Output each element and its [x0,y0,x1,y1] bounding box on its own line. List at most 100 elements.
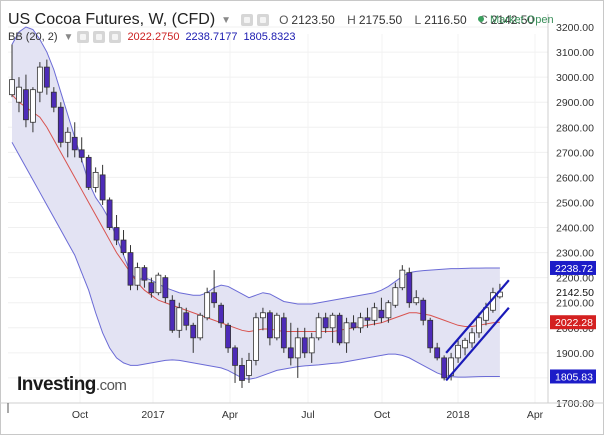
y-tick-label: 2900.00 [556,97,594,109]
candle-bull [476,317,482,334]
candle-bull [315,317,322,339]
price-marker-label: 2238.72 [555,263,593,275]
investing-logo: Investing.com [17,374,127,396]
bb-lower-value: 1805.8323 [243,31,296,43]
logo-name: Investing [17,374,96,395]
candle-bear [162,277,169,299]
candle-bull [197,314,204,339]
candle-bear [190,324,197,339]
candles [9,44,503,388]
candle-bear [71,136,78,151]
y-tick-label: 2200.00 [556,273,594,285]
candle-bear [225,324,231,349]
candle-bear [120,239,127,253]
candle-bear [183,312,190,326]
candle-bull [92,171,99,188]
candle-bull [455,344,461,359]
low-key: L [414,13,422,27]
high-key: H [347,13,356,27]
bb-hide-icon[interactable] [77,31,90,43]
candle-bull [253,317,259,361]
candle-bear [113,227,120,241]
candle-bull [204,292,211,319]
candle-bear [301,337,308,354]
candle-bull [413,297,420,304]
trend-line[interactable] [445,307,510,382]
candle-bear [211,292,218,304]
candle-bear [378,309,385,319]
x-tick-label: Oct [374,409,390,421]
candle-bear [232,347,238,366]
axes: 1700.001800.001900.002000.002100.002200.… [0,14,604,421]
candle-bear [169,299,176,331]
candle-bear [239,364,245,381]
price-marker-bb_upper [550,260,596,275]
price-marker-label: 1805.83 [555,371,593,383]
bb-band-fill [12,27,500,380]
bb-basis-value: 2022.2750 [127,31,180,43]
candle-bull [294,337,301,359]
candle-bear [280,317,287,349]
candle-bull [246,359,252,376]
candle-bear [406,272,413,304]
candle-bull [176,307,183,331]
candle-bear [336,314,343,344]
candle-bear [85,156,92,188]
bb-dropdown-icon[interactable]: ▼ [63,31,74,43]
market-status-label: Market Open [490,14,554,26]
y-tick-label: 3000.00 [556,72,594,84]
symbol-dropdown-icon[interactable]: ▼ [221,14,232,26]
candle-bear [127,252,134,286]
candle-bear [441,357,448,379]
candle-bear [78,149,85,158]
candle-bear [148,282,155,294]
y-tick-label: 2700.00 [556,147,594,159]
price-marker-bb_basis [550,315,596,330]
candle-bear [43,66,50,88]
candle-bull [357,317,364,329]
bb-upper-value: 2238.7177 [185,31,238,43]
market-status-dot-icon [478,16,484,22]
settings-icon[interactable] [257,14,270,26]
last-price-label: 2142.50 [556,287,594,299]
candle-bear [287,347,294,359]
trend-channel [445,279,510,382]
bb-label[interactable]: BB (20, 2) [8,31,58,43]
open-value: 2123.50 [291,13,335,27]
hide-icon[interactable] [241,14,254,26]
y-tick-label: 2800.00 [556,122,594,134]
candle-bear [23,89,29,121]
candle-bull [134,267,141,286]
bb-legend: BB (20, 2) ▼ 2022.2750 2238.7177 1805.83… [8,31,295,43]
low-value: 2116.50 [424,13,467,27]
y-tick-label: 3100.00 [556,47,594,59]
chart-title[interactable]: US Cocoa Futures, W, (CFD) [8,11,216,28]
candle-bear [266,312,273,339]
logo-suffix: .com [95,377,127,394]
candle-bear [434,347,441,359]
y-tick-label: 2500.00 [556,197,594,209]
candle-bull [273,314,280,339]
bb-settings-icon[interactable] [93,31,106,43]
bb-close-icon[interactable] [109,31,122,43]
candle-bull [385,302,392,319]
candle-bull [308,337,315,354]
candle-bull [399,269,406,289]
candle-bear [57,106,64,143]
candle-bull [36,66,43,93]
price-marker-label: 2022.28 [555,317,593,329]
y-tick-label: 1900.00 [556,348,594,360]
candle-bull [329,314,336,329]
candle-bear [50,91,57,108]
candle-bear [364,317,371,321]
x-tick-label: Oct [72,409,88,421]
candle-bear [218,304,225,324]
x-tick-label: Apr [222,409,239,421]
candle-bull [392,287,399,306]
candle-bear [350,322,357,329]
trend-line[interactable] [445,279,510,354]
market-status: Market Open [478,14,554,26]
bb-lower-line [11,142,500,380]
